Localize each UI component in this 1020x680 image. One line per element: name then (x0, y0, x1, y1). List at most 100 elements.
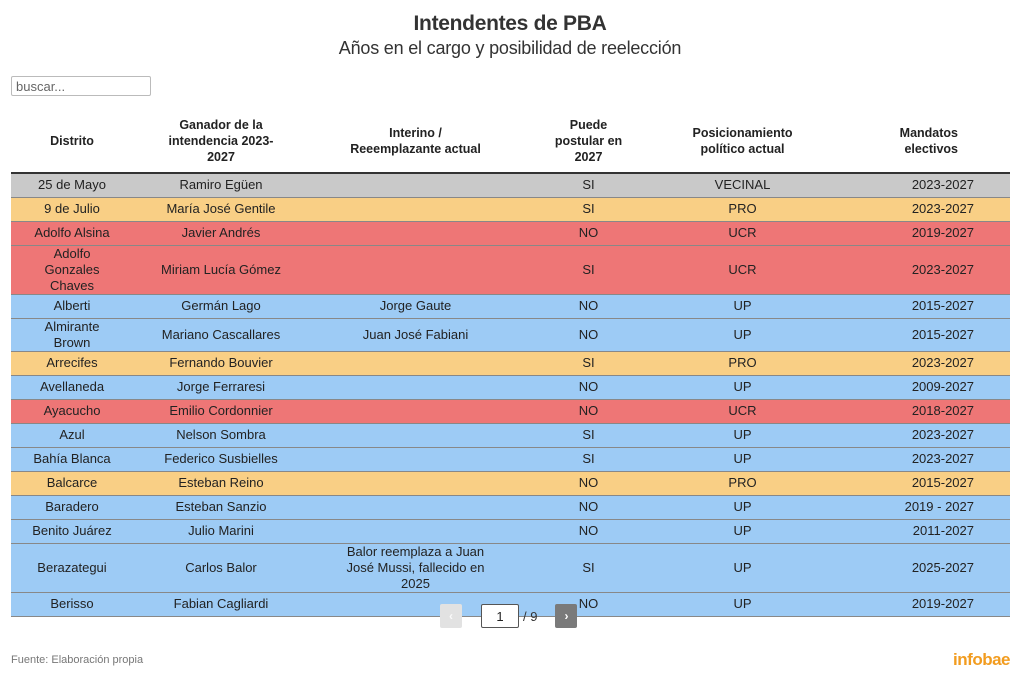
cell-distrito: Adolfo Alsina (11, 221, 133, 246)
cell-puede-postular: SI (522, 447, 655, 472)
cell-mandatos: 2018-2027 (830, 399, 1010, 424)
cell-interino (309, 173, 522, 198)
cell-puede-postular: NO (522, 399, 655, 424)
chart-title: Intendentes de PBA (413, 12, 607, 35)
pagination: ‹ / 9 › (440, 604, 578, 628)
table-row: Adolfo Gonzales Chaves Miriam Lucía Gómez… (11, 245, 1010, 295)
next-page-button[interactable]: › (555, 604, 578, 628)
cell-distrito: 9 de Julio (11, 197, 133, 222)
table-row: Benito Juárez Julio Marini NO UP 2011-2027 (11, 519, 1010, 544)
cell-mandatos: 2023-2027 (830, 447, 1010, 472)
cell-ganador: Javier Andrés (133, 221, 309, 246)
source-note: Fuente: Elaboración propia (11, 654, 144, 666)
column-header-posicionamiento[interactable]: Posicionamiento político actual (692, 126, 793, 156)
table-row: Avellaneda Jorge Ferraresi NO UP 2009-2027 (11, 375, 1010, 400)
table-body: 25 de Mayo Ramiro Egüen SI VECINAL 2023-2027… (11, 173, 1010, 617)
table-row: Alberti Germán Lago Jorge Gaute NO UP 2015-20… (11, 294, 1010, 319)
cell-interino (309, 245, 522, 295)
cell-ganador: María José Gentile (133, 197, 309, 222)
cell-ganador: Fabian Cagliardi (133, 592, 309, 617)
cell-mandatos: 2023-2027 (830, 351, 1010, 376)
cell-puede-postular: NO (522, 294, 655, 319)
cell-distrito: Almirante Brown (11, 318, 133, 352)
cell-ganador: Julio Marini (133, 519, 309, 544)
table-row: Adolfo Alsina Javier Andrés NO UCR 2019-2027 (11, 221, 1010, 246)
table-row: Baradero Esteban Sanzio NO UP 2019 - 2027 (11, 495, 1010, 520)
cell-puede-postular: NO (522, 519, 655, 544)
cell-distrito: Alberti (11, 294, 133, 319)
cell-posicionamiento: PRO (655, 197, 830, 222)
cell-mandatos: 2015-2027 (830, 471, 1010, 496)
cell-interino: Juan José Fabiani (309, 318, 522, 352)
cell-mandatos: 2023-2027 (830, 423, 1010, 448)
cell-puede-postular: SI (522, 543, 655, 593)
cell-mandatos: 2019-2027 (830, 221, 1010, 246)
cell-posicionamiento: PRO (655, 351, 830, 376)
cell-ganador: Emilio Cordonnier (133, 399, 309, 424)
cell-posicionamiento: PRO (655, 471, 830, 496)
cell-posicionamiento: UP (655, 519, 830, 544)
cell-puede-postular: NO (522, 318, 655, 352)
table-row: 25 de Mayo Ramiro Egüen SI VECINAL 2023-2027 (11, 173, 1010, 198)
table-row: Ayacucho Emilio Cordonnier NO UCR 2018-2027 (11, 399, 1010, 424)
cell-distrito: Baradero (11, 495, 133, 520)
column-header-distrito[interactable]: Distrito (50, 134, 94, 148)
cell-distrito: Adolfo Gonzales Chaves (11, 245, 133, 295)
cell-mandatos: 2015-2027 (830, 294, 1010, 319)
cell-interino (309, 351, 522, 376)
cell-ganador: Carlos Balor (133, 543, 309, 593)
cell-puede-postular: NO (522, 375, 655, 400)
table-row: Berazategui Carlos Balor Balor reemplaza a… (11, 543, 1010, 593)
cell-puede-postular: NO (522, 592, 655, 617)
cell-puede-postular: SI (522, 423, 655, 448)
page-total: / 9 (523, 608, 538, 624)
cell-mandatos: 2011-2027 (830, 519, 1010, 544)
cell-ganador: Esteban Reino (133, 471, 309, 496)
brand-logo: infobae (953, 650, 1010, 669)
cell-mandatos: 2019-2027 (830, 592, 1010, 617)
search-input[interactable] (11, 76, 151, 96)
cell-ganador: Nelson Sombra (133, 423, 309, 448)
cell-ganador: Esteban Sanzio (133, 495, 309, 520)
table-row: Azul Nelson Sombra SI UP 2023-2027 (11, 423, 1010, 448)
cell-posicionamiento: UP (655, 543, 830, 593)
table-row: Bahía Blanca Federico Susbielles SI UP 2023-… (11, 447, 1010, 472)
cell-interino (309, 495, 522, 520)
cell-puede-postular: SI (522, 173, 655, 198)
cell-ganador: Federico Susbielles (133, 447, 309, 472)
column-header-mandatos[interactable]: Mandatos electivos (899, 126, 958, 156)
cell-mandatos: 2023-2027 (830, 173, 1010, 198)
cell-mandatos: 2019 - 2027 (830, 495, 1010, 520)
column-header-ganador[interactable]: Ganador de la intendencia 2023-2027 (168, 118, 274, 164)
cell-puede-postular: SI (522, 351, 655, 376)
table-row: Balcarce Esteban Reino NO PRO 2015-2027 (11, 471, 1010, 496)
cell-posicionamiento: UCR (655, 221, 830, 246)
column-header-interino[interactable]: Interino / Reeemplazante actual (350, 126, 481, 156)
cell-interino: Balor reemplaza a Juan José Mussi, falle… (309, 543, 522, 593)
cell-ganador: Germán Lago (133, 294, 309, 319)
cell-interino (309, 471, 522, 496)
table-row: Almirante Brown Mariano Cascallares Juan J… (11, 318, 1010, 352)
chart-subtitle: Años en el cargo y posibilidad de reelec… (338, 38, 682, 58)
cell-mandatos: 2023-2027 (830, 197, 1010, 222)
cell-mandatos: 2009-2027 (830, 375, 1010, 400)
previous-page-button[interactable]: ‹ (440, 604, 462, 628)
cell-ganador: Mariano Cascallares (133, 318, 309, 352)
column-header-puede-postular[interactable]: Puede postular en 2027 (554, 118, 623, 164)
page-number-input[interactable] (481, 604, 519, 628)
data-table: Distrito Ganador de la intendencia 2023-… (11, 110, 1010, 617)
cell-mandatos: 2023-2027 (830, 245, 1010, 295)
cell-interino (309, 221, 522, 246)
cell-puede-postular: SI (522, 245, 655, 295)
cell-posicionamiento: UP (655, 375, 830, 400)
table-row: Berisso Fabian Cagliardi NO UP 2019-2027 (11, 592, 1010, 617)
cell-ganador: Jorge Ferraresi (133, 375, 309, 400)
table-header-row: Distrito Ganador de la intendencia 2023-… (11, 110, 1010, 173)
table-row: 9 de Julio María José Gentile SI PRO 2023-20… (11, 197, 1010, 222)
cell-distrito: Benito Juárez (11, 519, 133, 544)
cell-mandatos: 2015-2027 (830, 318, 1010, 352)
cell-posicionamiento: UCR (655, 245, 830, 295)
cell-distrito: Berisso (11, 592, 133, 617)
cell-puede-postular: NO (522, 495, 655, 520)
cell-ganador: Ramiro Egüen (133, 173, 309, 198)
